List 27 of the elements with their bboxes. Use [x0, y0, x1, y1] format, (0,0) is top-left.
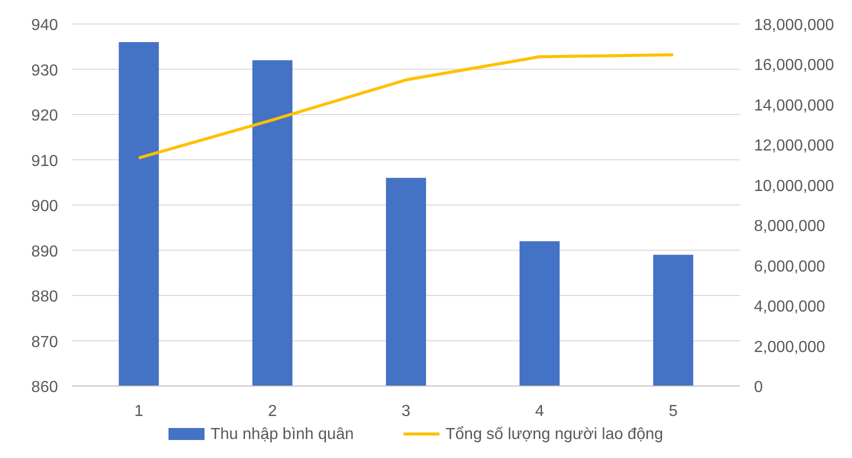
- y2-tick-label: 6,000,000: [754, 258, 826, 276]
- y-tick-label: 940: [31, 17, 58, 34]
- x-tick-label: 1: [134, 403, 144, 420]
- legend-label: Thu nhập bình quân: [210, 426, 354, 443]
- y2-tick-label: 12,000,000: [754, 138, 834, 155]
- legend-label: Tổng số lượng người lao động: [446, 426, 664, 443]
- y-tick-label: 900: [31, 198, 58, 215]
- x-tick-label: 3: [402, 403, 411, 420]
- y-tick-label: 890: [31, 243, 58, 260]
- y-tick-label: 880: [31, 288, 58, 306]
- line-series: [137, 53, 675, 160]
- y2-tick-label: 0: [754, 379, 763, 396]
- y-tick-label: 860: [31, 379, 58, 396]
- y-tick-label: 870: [31, 334, 58, 351]
- x-tick-label: 2: [268, 403, 277, 420]
- y2-tick-label: 2,000,000: [754, 338, 826, 356]
- x-tick-label: 5: [668, 403, 678, 420]
- y2-tick-label: 14,000,000: [754, 97, 834, 114]
- y2-tick-label: 8,000,000: [754, 218, 826, 236]
- y-tick-label: 930: [31, 62, 58, 80]
- x-tick-label: 4: [535, 403, 544, 420]
- y2-tick-label: 4,000,000: [754, 298, 826, 316]
- y-tick-label: 920: [31, 108, 58, 124]
- y2-tick-label: 18,000,000: [754, 17, 834, 34]
- y2-tick-label: 16,000,000: [754, 57, 834, 74]
- y2-tick-label: 10,000,000: [754, 178, 834, 195]
- y-tick-label: 910: [31, 152, 58, 170]
